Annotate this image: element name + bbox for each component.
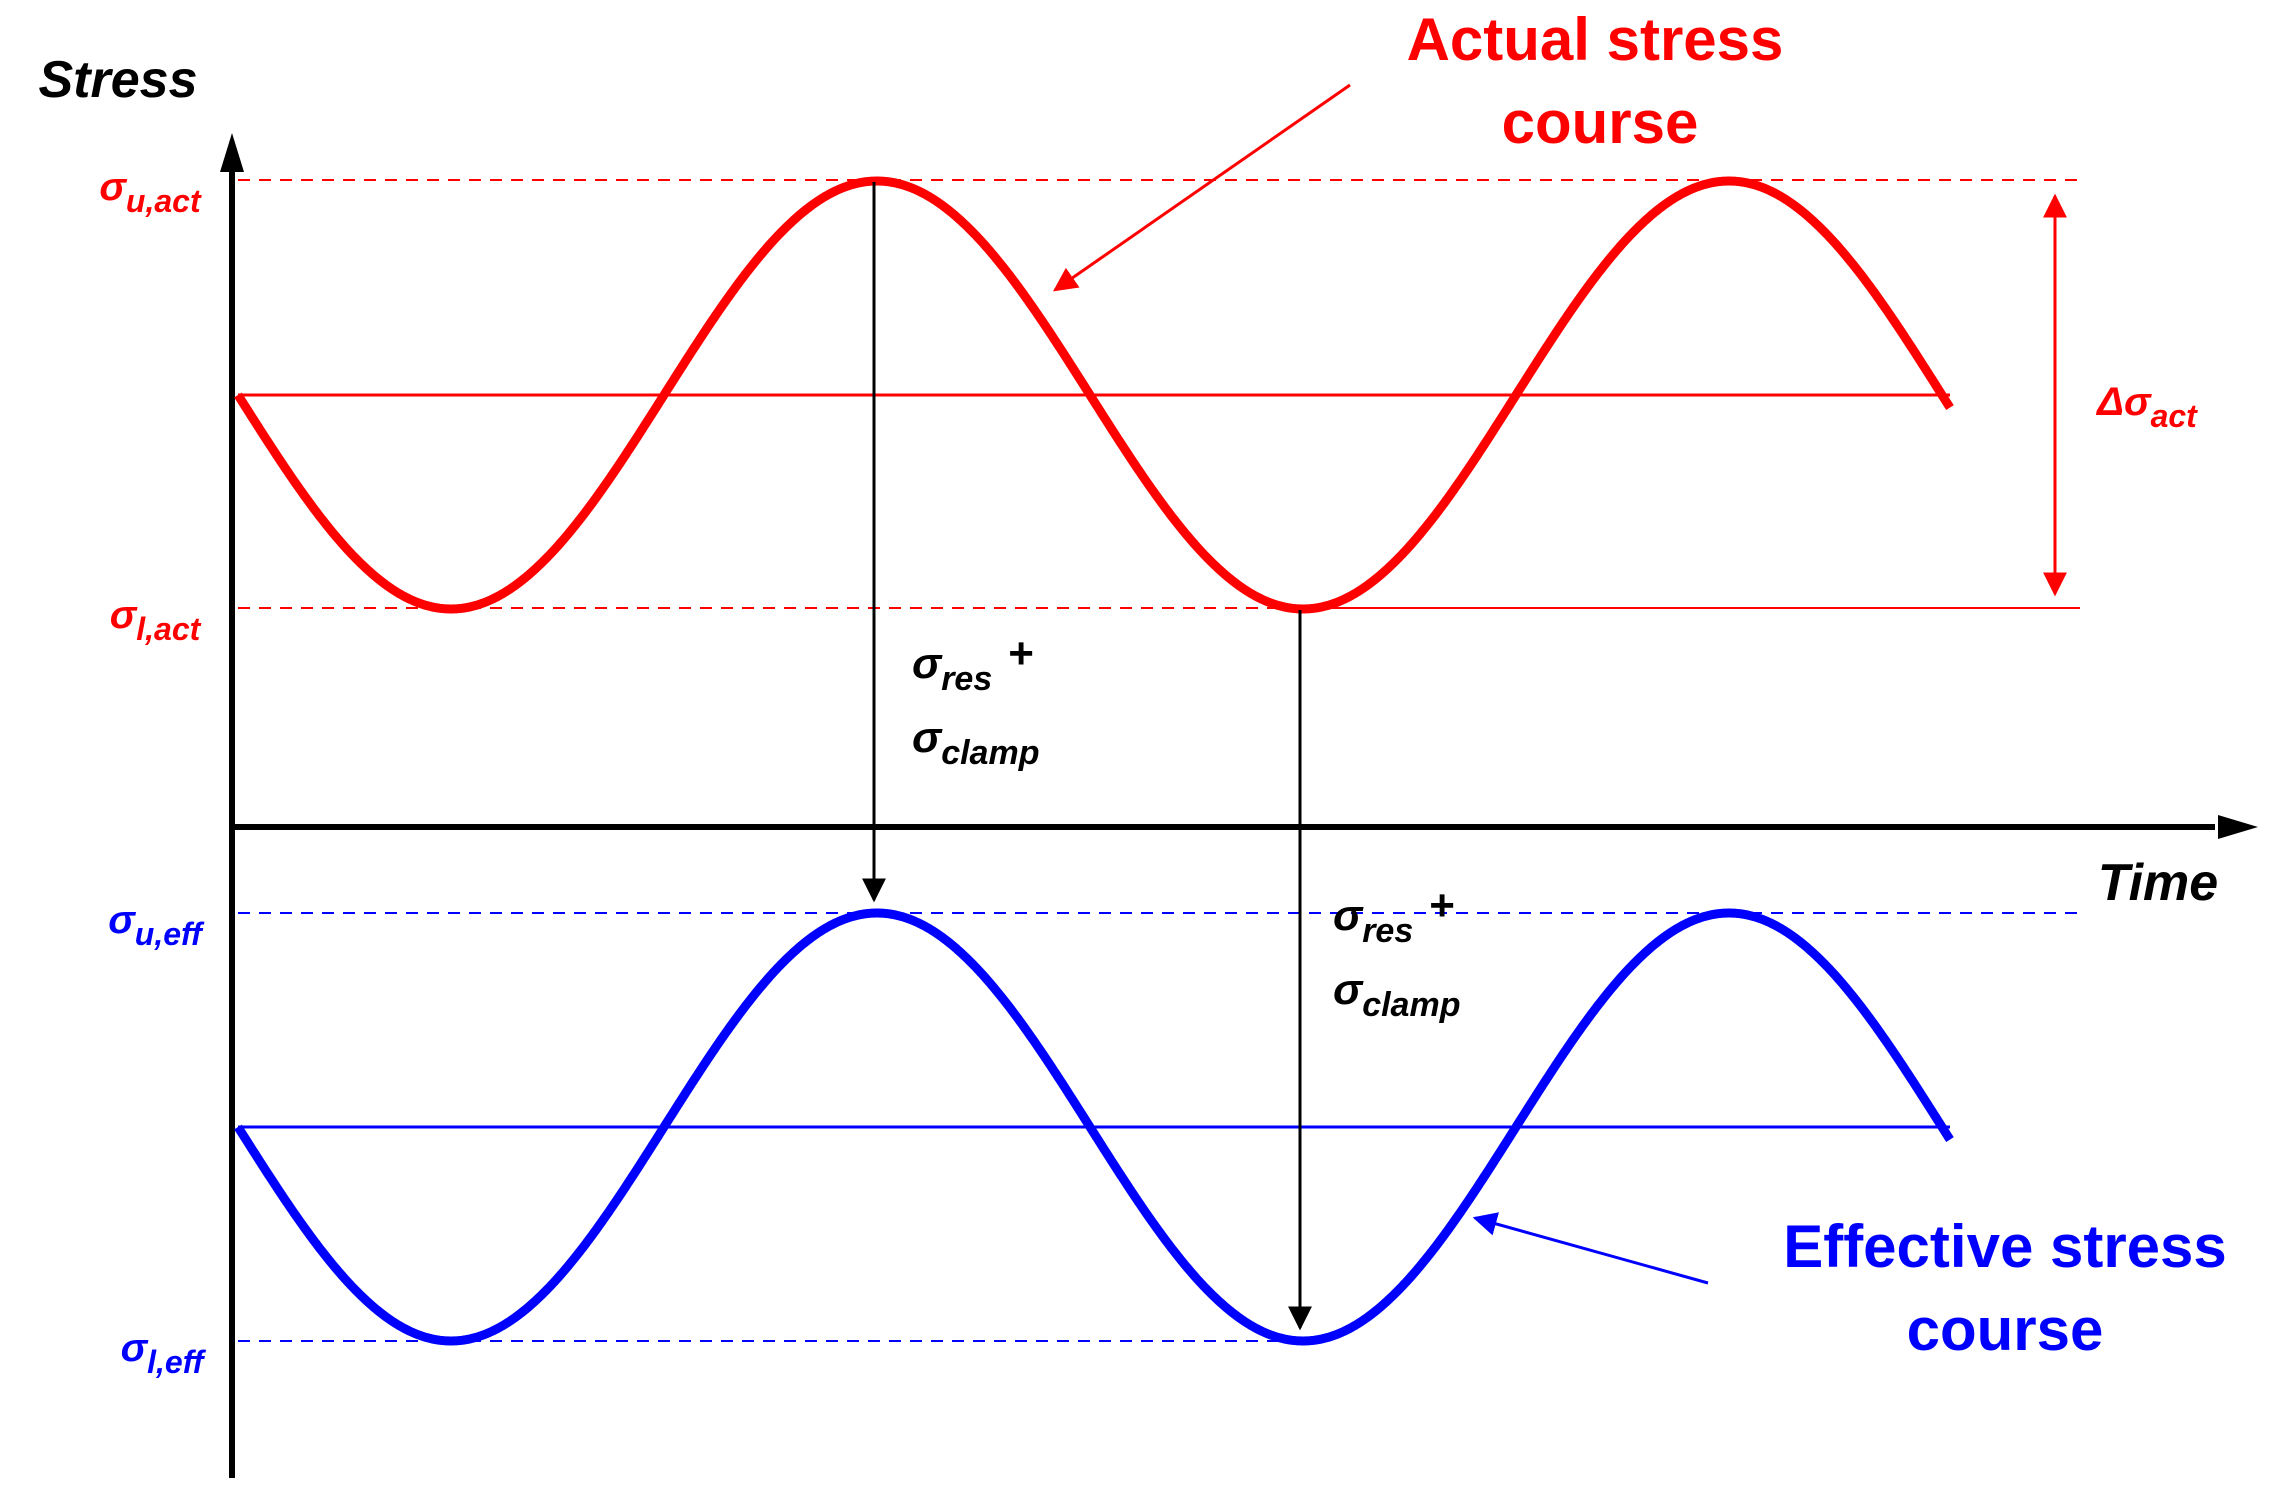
shift-label-upper-clamp: σclamp: [912, 713, 1039, 772]
x-axis-arrowhead: [2218, 815, 2258, 839]
actual-course-title-line1: Actual stress: [1407, 6, 1784, 73]
effective-stress-curve: [234, 908, 1954, 1346]
actual-course-title-line2: course: [1502, 89, 1699, 156]
shift-label-upper-res: σres+: [912, 629, 1034, 698]
y-axis-arrowhead: [220, 133, 244, 172]
effective-upper-label: σu,eff: [108, 898, 205, 952]
shift-label-lower-res: σres+: [1333, 881, 1455, 950]
actual-stress-curve: [234, 176, 1954, 614]
shift-label-lower-clamp: σclamp: [1333, 965, 1460, 1024]
actual-callout-arrow: [1053, 83, 1351, 292]
effective-course-title-line1: Effective stress: [1783, 1213, 2227, 1280]
effective-callout-arrow: [1472, 1212, 1709, 1285]
actual-upper-label: σu,act: [99, 165, 202, 219]
effective-course-title-line2: course: [1907, 1296, 2104, 1363]
actual-lower-label: σl,act: [110, 593, 202, 647]
effective-lower-label: σl,eff: [121, 1326, 207, 1380]
y-axis-label: Stress: [39, 51, 198, 109]
x-axis-label: Time: [2098, 854, 2218, 912]
actual-range-label: Δσact: [2095, 380, 2198, 434]
